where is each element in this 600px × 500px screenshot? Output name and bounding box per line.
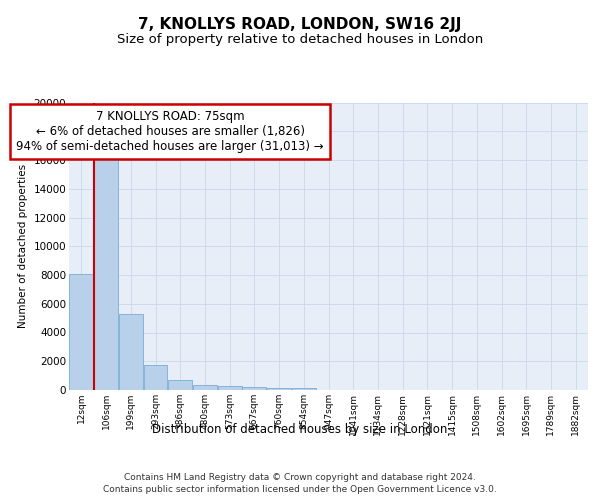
Text: 7, KNOLLYS ROAD, LONDON, SW16 2JJ: 7, KNOLLYS ROAD, LONDON, SW16 2JJ (139, 18, 461, 32)
Text: Size of property relative to detached houses in London: Size of property relative to detached ho… (117, 32, 483, 46)
Bar (242, 387, 266, 390)
Bar (168, 380, 192, 390)
Bar (193, 384, 217, 390)
Bar (218, 386, 242, 390)
Text: Contains HM Land Registry data © Crown copyright and database right 2024.: Contains HM Land Registry data © Crown c… (124, 472, 476, 482)
Bar (267, 388, 291, 390)
Text: Contains public sector information licensed under the Open Government Licence v3: Contains public sector information licen… (103, 485, 497, 494)
Text: Distribution of detached houses by size in London: Distribution of detached houses by size … (152, 422, 448, 436)
Bar (292, 388, 316, 390)
Bar (143, 365, 167, 390)
Bar (119, 314, 143, 390)
Bar (94, 150, 118, 390)
Bar (70, 274, 94, 390)
Y-axis label: Number of detached properties: Number of detached properties (18, 164, 28, 328)
Text: 7 KNOLLYS ROAD: 75sqm
← 6% of detached houses are smaller (1,826)
94% of semi-de: 7 KNOLLYS ROAD: 75sqm ← 6% of detached h… (16, 110, 324, 152)
